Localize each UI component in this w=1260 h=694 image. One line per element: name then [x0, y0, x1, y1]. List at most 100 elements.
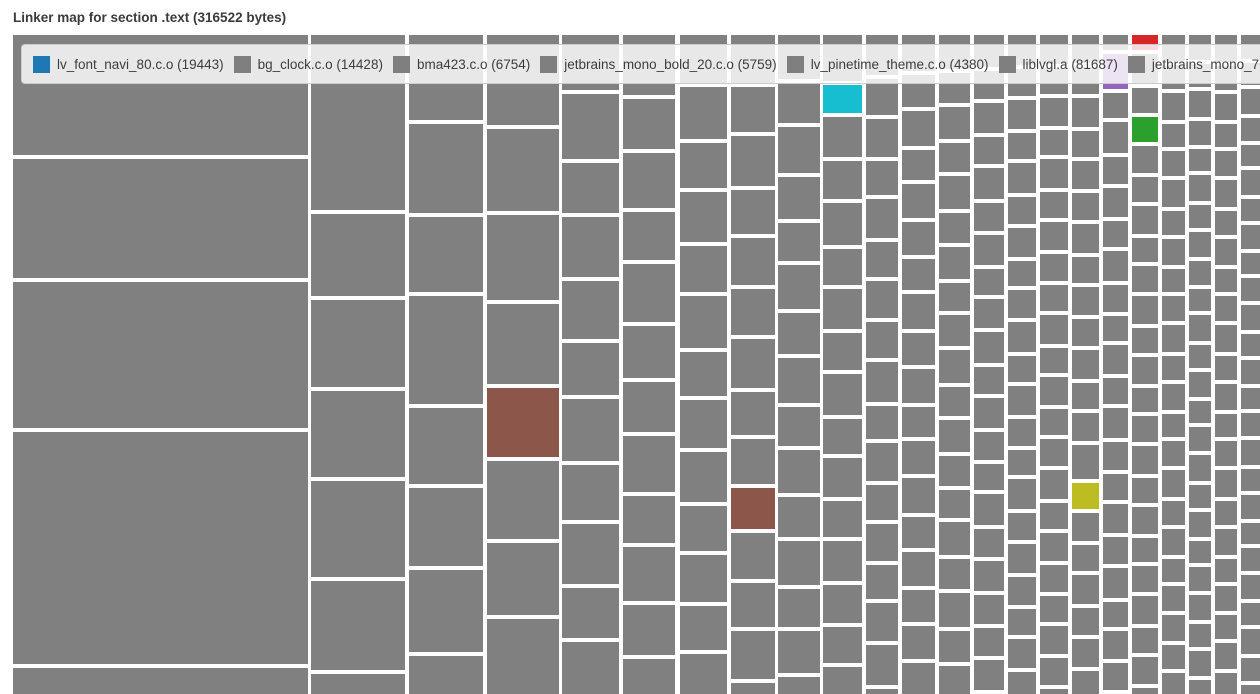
- treemap-cell: [778, 83, 820, 123]
- treemap-cell: [823, 333, 862, 370]
- treemap-cell: [939, 283, 970, 311]
- treemap-cell: [823, 419, 862, 454]
- treemap-cell: [13, 282, 308, 428]
- treemap-cell: [1132, 357, 1158, 384]
- treemap-cell: [1241, 413, 1260, 436]
- treemap-cell: [1162, 645, 1185, 669]
- treemap-cell: [1040, 658, 1068, 685]
- treemap-cell: [1040, 159, 1068, 188]
- treemap-cell: [866, 242, 898, 277]
- treemap-cell: [1132, 388, 1158, 412]
- treemap-cell: [1241, 440, 1260, 465]
- treemap-cell: [1189, 455, 1211, 481]
- treemap-cell: [1162, 325, 1185, 352]
- treemap-cell: [939, 143, 970, 172]
- treemap-cell: [939, 350, 970, 383]
- treemap-cell: [731, 683, 775, 694]
- treemap-cell: [1103, 345, 1128, 374]
- treemap-cell: [1072, 98, 1099, 127]
- treemap-cell: [1132, 596, 1158, 624]
- treemap-cell: [974, 137, 1004, 164]
- treemap-cell: [731, 533, 775, 579]
- treemap-cell: [1162, 414, 1185, 437]
- treemap-cell: [311, 300, 405, 387]
- treemap-cell: [1189, 345, 1211, 368]
- treemap-cell: [823, 458, 862, 497]
- treemap-cell: [1241, 334, 1260, 356]
- treemap-cell: [902, 222, 935, 255]
- treemap-cell: [1103, 408, 1128, 438]
- treemap-cell: [1072, 575, 1099, 604]
- treemap-cell: [562, 94, 619, 159]
- treemap-cell: [680, 400, 727, 448]
- treemap-cell: [1132, 146, 1158, 173]
- treemap-cell: [731, 631, 775, 679]
- treemap-cell: [939, 315, 970, 346]
- treemap-cell: [902, 111, 935, 146]
- treemap-cell: [409, 217, 483, 292]
- treemap-cell: [680, 452, 727, 502]
- treemap-cell: [974, 235, 1004, 265]
- treemap-cell: [623, 99, 675, 149]
- treemap-cell: [1040, 98, 1068, 126]
- treemap-cell: [623, 153, 675, 208]
- treemap-cell: [1072, 671, 1099, 694]
- treemap-cell: [1189, 91, 1211, 117]
- treemap-cell: [1072, 513, 1099, 541]
- treemap-cell: [1241, 469, 1260, 491]
- legend-label: jetbrains_mono_bold_20.c.o (5759): [564, 56, 777, 72]
- treemap-cell: [866, 689, 898, 694]
- treemap-cell: [623, 436, 675, 492]
- treemap-cell: [680, 246, 727, 292]
- treemap-cell: [939, 213, 970, 243]
- treemap-cell: [1008, 356, 1036, 382]
- treemap-cell: [778, 407, 820, 446]
- treemap-cell: [1103, 504, 1128, 533]
- treemap-cell: [680, 192, 727, 242]
- treemap-cell: [1189, 315, 1211, 341]
- treemap-cell: [1132, 478, 1158, 503]
- treemap-cell: [902, 294, 935, 329]
- treemap-cell: [1241, 360, 1260, 384]
- treemap-cell: [778, 223, 820, 261]
- treemap-cell: [1132, 266, 1158, 292]
- treemap-cell: [680, 606, 727, 650]
- treemap-cell: [1132, 416, 1158, 442]
- treemap-cell: [974, 203, 1004, 231]
- treemap-cell: [680, 352, 727, 396]
- treemap-cell: [939, 387, 970, 416]
- treemap-cell: [1241, 145, 1260, 166]
- treemap-cell: [731, 339, 775, 388]
- treemap-cell: [731, 583, 775, 627]
- treemap-cell: [902, 407, 935, 437]
- treemap-cell: [866, 485, 898, 520]
- treemap-cell: [1189, 680, 1211, 694]
- treemap-cell: [1132, 206, 1158, 234]
- treemap-cell: [1189, 175, 1211, 201]
- treemap-cell: [902, 259, 935, 290]
- treemap-cell: [1132, 328, 1158, 353]
- treemap-cell: [1040, 254, 1068, 281]
- treemap-cell: [1189, 121, 1211, 145]
- treemap-cell: [778, 589, 820, 627]
- treemap-cell: [311, 581, 405, 670]
- treemap-cell: [778, 127, 820, 173]
- treemap-cell: [680, 143, 727, 188]
- treemap-cell: [823, 667, 862, 694]
- treemap-cell: [1241, 603, 1260, 625]
- treemap-cell: [1215, 239, 1237, 265]
- treemap-cell: [487, 304, 559, 384]
- treemap-cell: [939, 631, 970, 662]
- legend-label: bg_clock.c.o (14428): [257, 56, 383, 72]
- treemap-cell: [1040, 470, 1068, 499]
- treemap-cell: [1215, 586, 1237, 611]
- treemap-cell: [1162, 673, 1185, 694]
- treemap-cell: [1189, 624, 1211, 647]
- treemap-cell: [823, 501, 862, 537]
- treemap-cell: [823, 85, 862, 113]
- treemap-cell: [1040, 565, 1068, 592]
- treemap-cell: [1072, 545, 1099, 571]
- treemap-cell: [939, 247, 970, 279]
- legend-label: jetbrains_mono_76.c.o (3321): [1151, 56, 1260, 72]
